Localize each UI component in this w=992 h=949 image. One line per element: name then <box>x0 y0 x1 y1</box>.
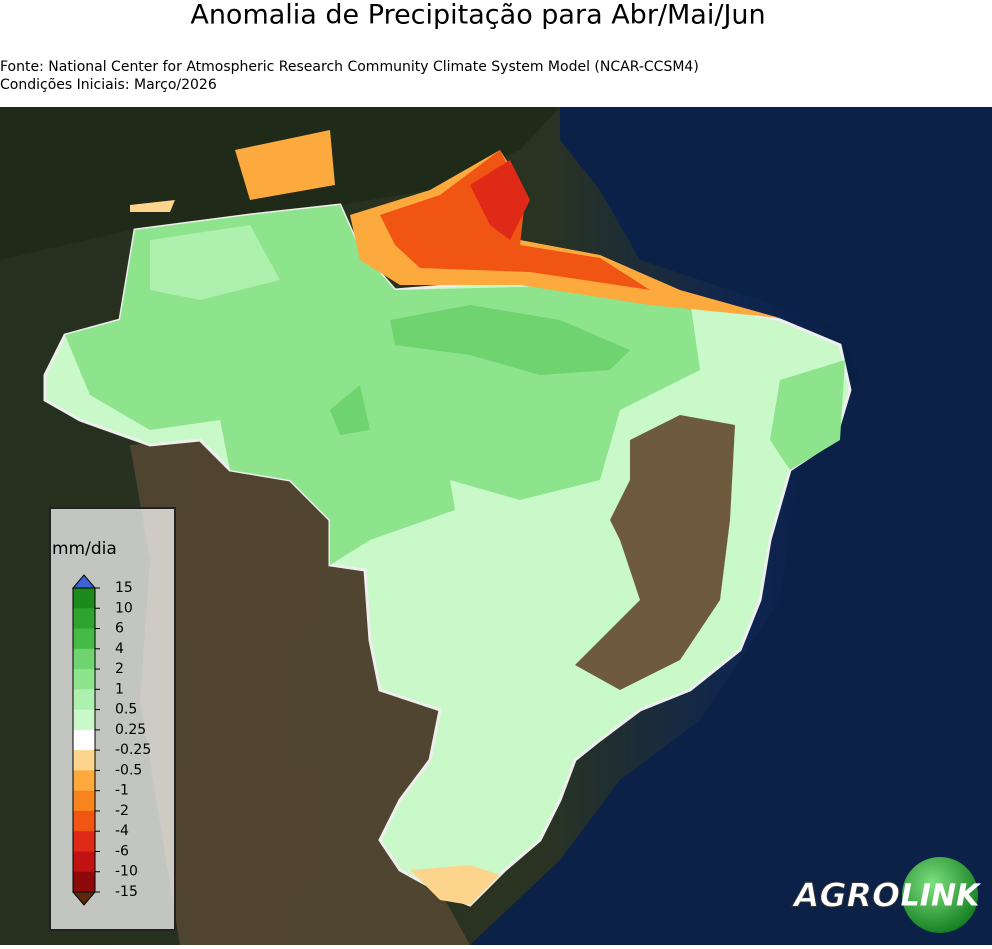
anomaly-small <box>130 200 175 212</box>
colorbar-frame <box>72 587 96 893</box>
logo-right: LINK <box>901 879 982 914</box>
colorbar-band <box>73 871 95 893</box>
logo-ball <box>902 857 978 933</box>
colorbar-band <box>73 851 95 873</box>
colorbar-band <box>73 689 95 711</box>
colorbar-band <box>73 588 95 609</box>
colorbar-tick-label: 0.25 <box>115 722 146 738</box>
colorbar-tick-label: -2 <box>115 803 129 819</box>
anomaly-south <box>410 865 500 905</box>
colorbar-tick-label: -1 <box>115 783 129 799</box>
colorbar-band <box>73 669 95 690</box>
colorbar-scale: 15 10 6 4 2 1 0.5 0.25 -0.25 -0.5 -1 -2 -4 -6 -10 -15 <box>71 574 151 906</box>
land-south <box>130 440 470 945</box>
colorbar-tick-label: 4 <box>115 641 124 657</box>
anomaly-4-6-negative <box>470 160 530 240</box>
colorbar-band <box>73 790 95 812</box>
land-exposed <box>575 415 735 690</box>
anomaly-1-2 <box>65 205 700 565</box>
colorbar-band <box>73 750 95 771</box>
colorbar-tick-label: -0.5 <box>115 762 142 778</box>
title: Anomalia de Precipitação para Abr/Mai/Ju… <box>190 0 765 31</box>
logo: AGRO LINK <box>790 857 982 933</box>
colorbar-band <box>73 608 95 630</box>
anomaly-2-4 <box>330 385 370 435</box>
colorbar-tick-label: -10 <box>115 864 138 880</box>
colorbar-band <box>73 709 95 731</box>
colorbar-tick-label: 10 <box>115 600 133 616</box>
colorbar: mm/dia 15 10 6 4 2 1 0.5 0.25 -0.25 -0.5 -1 -2 -4 -6 -… <box>49 507 176 931</box>
colorbar-tick-label: 15 <box>115 580 133 596</box>
logo-left: AGRO <box>791 876 900 915</box>
colorbar-tick-label: 0.5 <box>115 702 137 718</box>
colorbar-tick-label: 2 <box>115 661 124 677</box>
colorbar-tick-label: 1 <box>115 681 124 697</box>
colorbar-tick-label: -0.25 <box>115 742 151 758</box>
colorbar-band <box>73 810 95 832</box>
ocean <box>470 107 992 945</box>
source: Fonte: National Center for Atmospheric R… <box>0 59 699 75</box>
colorbar-band <box>73 770 95 792</box>
initial-conditions: Condições Iniciais: Março/2026 <box>0 77 217 93</box>
colorbar-tick-label: -6 <box>115 843 129 859</box>
colorbar-band <box>73 729 95 751</box>
anomaly-05-1 <box>150 225 280 300</box>
map <box>0 107 992 945</box>
colorbar-tick-label: 6 <box>115 621 124 637</box>
anomaly-2-4 <box>390 305 630 375</box>
anomaly-guiana <box>235 130 335 200</box>
anomaly-1-2 <box>770 360 845 470</box>
colorbar-band <box>73 831 95 852</box>
colorbar-tick-label: -4 <box>115 823 129 839</box>
colorbar-band <box>73 628 95 650</box>
colorbar-tick-label: -15 <box>115 884 138 900</box>
colorbar-unit: mm/dia <box>52 539 117 559</box>
colorbar-band <box>73 648 95 670</box>
colorbar-box <box>49 507 176 931</box>
